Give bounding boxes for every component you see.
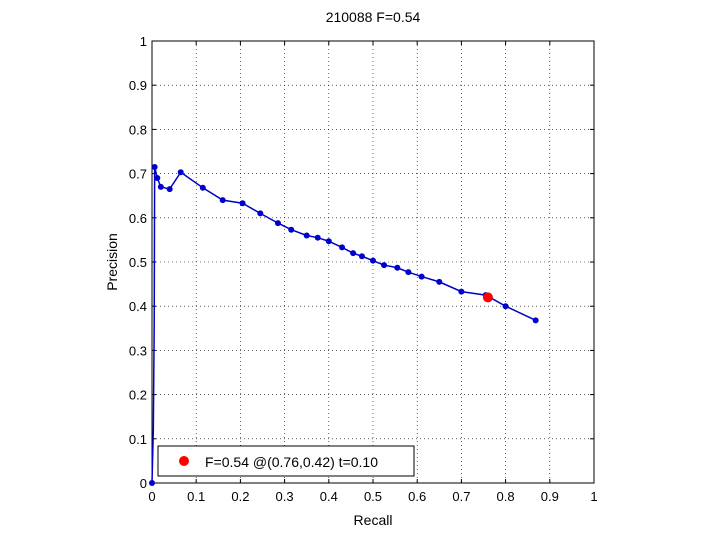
data-point [436, 278, 443, 285]
y-tick-label: 0.6 [129, 211, 147, 226]
data-point [274, 220, 281, 227]
x-tick-label: 0.8 [497, 489, 515, 504]
data-point [166, 186, 173, 193]
data-point [418, 273, 425, 280]
data-point [381, 262, 388, 269]
x-tick-label: 0.7 [452, 489, 470, 504]
data-point [405, 269, 412, 276]
x-tick-label: 0.9 [541, 489, 559, 504]
y-tick-label: 0.4 [129, 299, 147, 314]
data-point [177, 169, 184, 176]
data-point [314, 234, 321, 241]
data-point [154, 175, 161, 182]
y-tick-label: 0 [140, 476, 147, 491]
x-tick-label: 0.1 [187, 489, 205, 504]
x-tick-label: 0 [148, 489, 155, 504]
data-point [350, 250, 357, 257]
y-tick-label: 0.5 [129, 255, 147, 270]
data-point [502, 303, 509, 310]
legend: F=0.54 @(0.76,0.42) t=0.10 [157, 445, 415, 477]
data-point [394, 264, 401, 271]
data-point [151, 163, 158, 170]
data-point [288, 226, 295, 233]
y-tick-label: 1 [140, 34, 147, 49]
data-point [358, 253, 365, 260]
legend-marker [179, 456, 189, 466]
grid-lines [152, 41, 594, 483]
data-point [149, 480, 155, 486]
data-point [303, 232, 310, 239]
x-tick-label: 0.4 [320, 489, 338, 504]
x-tick-label: 1 [590, 489, 597, 504]
data-point [239, 200, 246, 207]
y-tick-label: 0.3 [129, 343, 147, 358]
data-point [219, 197, 226, 204]
x-tick-label: 0.6 [408, 489, 426, 504]
x-tick-label: 0.3 [276, 489, 294, 504]
y-tick-label: 0.1 [129, 432, 147, 447]
plot-area [151, 40, 595, 484]
data-point [157, 183, 164, 190]
data-point [257, 210, 264, 217]
x-axis-title: Recall [354, 512, 393, 528]
data-point [325, 238, 332, 245]
data-point [199, 184, 206, 191]
best-f-point [482, 292, 493, 303]
legend-box [157, 445, 415, 477]
data-point [370, 257, 376, 264]
series-layer [149, 163, 539, 486]
y-tick-label: 0.7 [129, 167, 147, 182]
x-tick-label: 0.2 [231, 489, 249, 504]
x-tick-label: 0.5 [364, 489, 382, 504]
y-tick-label: 0.8 [129, 122, 147, 137]
y-axis-title: Precision [104, 233, 120, 291]
y-tick-label: 0.9 [129, 78, 147, 93]
data-point [458, 288, 465, 295]
chart-title: 210088 F=0.54 [326, 9, 421, 25]
axis-ticks: 0 0.1 0.2 0.3 0.4 0.5 0.6 0.7 0.8 0.9 1 0 0.1 0.2 0.3 0… [129, 34, 598, 504]
data-point [532, 317, 539, 324]
series-line [151, 166, 536, 484]
data-point [339, 244, 346, 251]
y-tick-label: 0.2 [129, 388, 147, 403]
legend-label: F=0.54 @(0.76,0.42) t=0.10 [205, 454, 378, 470]
